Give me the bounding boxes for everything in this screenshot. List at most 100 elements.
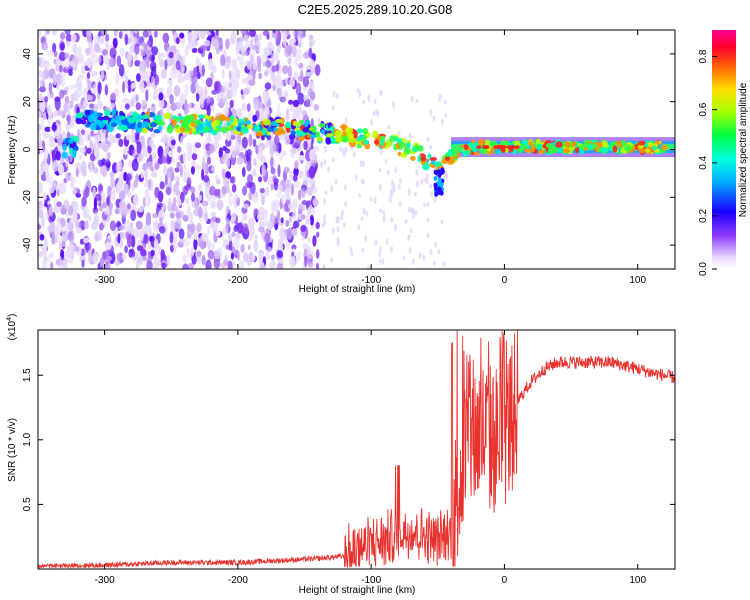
snr-y-ticks: 0.5 1.0 1.5: [22, 368, 675, 511]
noise-speckle: [316, 231, 320, 238]
signal-point: [254, 125, 261, 133]
noise-speckle: [423, 202, 426, 208]
noise-speckle: [116, 253, 120, 260]
noise-speckle: [277, 30, 282, 44]
noise-speckle: [157, 245, 162, 256]
noise-speckle: [195, 56, 200, 66]
noise-speckle: [265, 60, 272, 68]
noise-speckle: [177, 73, 184, 84]
noise-speckle: [337, 275, 340, 280]
noise-speckle: [147, 40, 152, 47]
noise-speckle: [224, 148, 230, 154]
noise-speckle: [63, 199, 70, 210]
signal-point: [410, 155, 416, 161]
signal-point: [93, 111, 98, 117]
signal-point: [433, 182, 438, 188]
noise-speckle: [226, 131, 231, 142]
noise-speckle: [79, 146, 86, 154]
noise-speckle: [131, 249, 136, 258]
noise-speckle: [225, 38, 230, 50]
noise-speckle: [425, 173, 429, 179]
noise-speckle: [330, 185, 334, 193]
noise-speckle: [379, 246, 383, 251]
noise-speckle: [291, 228, 298, 235]
noise-speckle: [140, 49, 146, 57]
noise-speckle: [101, 190, 105, 200]
noise-speckle: [84, 220, 89, 230]
signal-point: [149, 122, 158, 128]
noise-speckle: [135, 173, 139, 182]
noise-speckle: [233, 193, 239, 200]
noise-speckle: [127, 190, 133, 199]
noise-speckle: [186, 223, 191, 231]
noise-speckle: [306, 186, 313, 196]
noise-speckle: [213, 258, 221, 269]
noise-speckle: [190, 247, 195, 256]
noise-speckle: [124, 103, 130, 110]
noise-speckle: [102, 251, 107, 260]
noise-speckle: [109, 47, 117, 59]
signal-point: [612, 145, 618, 153]
signal-point: [279, 129, 286, 135]
noise-speckle: [110, 188, 116, 201]
noise-speckle: [130, 98, 135, 108]
noise-speckle: [47, 224, 54, 233]
noise-speckle: [330, 256, 334, 264]
noise-speckle: [98, 184, 104, 192]
noise-speckle: [182, 55, 186, 64]
noise-speckle: [407, 188, 411, 197]
signal-point: [427, 153, 432, 159]
noise-speckle: [102, 202, 108, 208]
noise-speckle: [196, 86, 204, 95]
noise-speckle: [104, 84, 109, 96]
noise-speckle: [179, 164, 183, 177]
noise-speckle: [85, 48, 91, 57]
noise-speckle: [186, 247, 190, 258]
noise-speckle: [407, 234, 411, 239]
signal-point: [463, 143, 469, 151]
signal-point: [645, 148, 650, 153]
noise-speckle: [157, 190, 164, 203]
noise-speckle: [57, 163, 65, 175]
noise-speckle: [437, 249, 441, 255]
signal-point: [120, 119, 125, 124]
noise-speckle: [313, 145, 320, 152]
noise-speckle: [302, 52, 310, 59]
noise-speckle: [242, 213, 248, 221]
signal-point: [405, 142, 411, 149]
signal-point: [290, 130, 296, 136]
noise-speckle: [193, 103, 201, 115]
noise-speckle: [411, 214, 415, 219]
noise-speckle: [210, 211, 217, 217]
noise-speckle: [408, 132, 412, 140]
noise-speckle: [86, 57, 92, 69]
noise-speckle: [126, 235, 132, 248]
noise-speckle: [134, 60, 141, 67]
noise-speckle: [152, 94, 158, 100]
noise-speckle: [247, 244, 251, 251]
noise-speckle: [258, 252, 262, 264]
signal-point: [389, 135, 396, 143]
noise-speckle: [155, 260, 162, 267]
signal-point: [504, 141, 510, 146]
signal-point: [433, 176, 438, 181]
noise-speckle: [226, 157, 231, 169]
noise-speckle: [105, 241, 112, 251]
noise-speckle: [205, 259, 212, 269]
noise-speckle: [249, 39, 254, 50]
noise-speckle: [38, 201, 41, 209]
noise-speckle: [131, 82, 136, 89]
noise-speckle: [211, 166, 215, 172]
noise-speckle: [373, 196, 377, 204]
signal-point: [157, 126, 163, 131]
noise-speckle: [201, 254, 206, 266]
noise-speckle: [262, 30, 270, 36]
noise-speckle: [284, 77, 289, 85]
noise-speckle: [81, 259, 85, 268]
noise-speckle: [258, 72, 263, 80]
noise-speckle: [213, 133, 219, 143]
noise-speckle: [123, 171, 128, 182]
signal-point: [661, 144, 668, 151]
noise-speckle: [271, 65, 277, 73]
